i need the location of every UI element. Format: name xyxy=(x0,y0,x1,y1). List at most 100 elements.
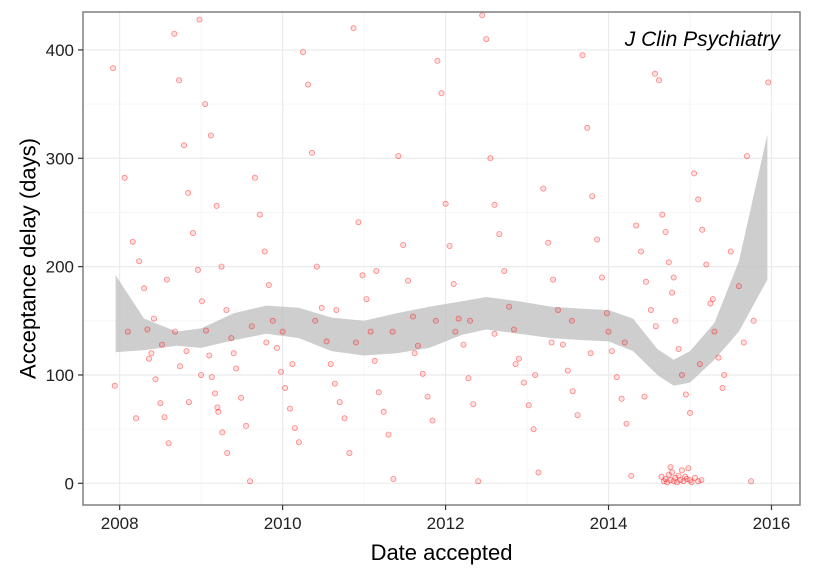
scatter-point xyxy=(670,478,677,485)
scatter-point xyxy=(385,431,392,438)
x-tick-label: 2012 xyxy=(427,514,465,533)
scatter-point xyxy=(405,277,412,284)
scatter-point xyxy=(318,304,325,311)
scatter-point xyxy=(414,342,421,349)
scatter-point xyxy=(150,315,157,322)
scatter-point xyxy=(613,374,620,381)
scatter-point xyxy=(667,477,674,484)
scatter-point xyxy=(750,317,757,324)
scatter-point xyxy=(327,361,334,368)
scatter-point xyxy=(380,408,387,415)
scatter-point xyxy=(662,475,669,482)
scatter-point xyxy=(373,267,380,274)
panel-border xyxy=(82,11,801,506)
y-tick-label: 300 xyxy=(46,149,74,168)
scatter-point xyxy=(683,475,690,482)
scatter-point xyxy=(665,259,672,266)
scatter-point xyxy=(256,211,263,218)
loess-confidence-ribbon xyxy=(115,134,768,386)
scatter-point xyxy=(390,475,397,482)
scatter-point xyxy=(132,415,139,422)
scatter-point xyxy=(707,300,714,307)
scatter-point xyxy=(218,263,225,270)
scatter-point xyxy=(483,36,490,43)
scatter-point xyxy=(687,409,694,416)
scatter-point xyxy=(295,439,302,446)
scatter-point xyxy=(579,52,586,59)
scatter-point xyxy=(678,371,685,378)
scatter-point xyxy=(589,193,596,200)
scatter-point xyxy=(698,477,705,484)
x-tick-label: 2010 xyxy=(264,514,302,533)
scatter-point xyxy=(711,328,718,335)
scatter-point xyxy=(721,371,728,378)
scatter-point xyxy=(424,393,431,400)
scatter-point xyxy=(194,266,201,273)
scatter-point xyxy=(224,449,231,456)
scatter-point xyxy=(277,368,284,375)
scatter-point xyxy=(207,132,214,139)
scatter-point xyxy=(574,412,581,419)
scatter-point xyxy=(559,341,566,348)
scatter-point xyxy=(455,315,462,322)
scatter-point xyxy=(545,239,552,246)
scatter-point xyxy=(662,228,669,235)
x-tick-label: 2008 xyxy=(101,514,139,533)
scatter-point xyxy=(628,472,635,479)
scatter-point xyxy=(341,415,348,422)
scatter-point xyxy=(110,65,117,72)
scatter-point xyxy=(532,371,539,378)
scatter-point xyxy=(735,283,742,290)
scatter-point xyxy=(121,174,128,181)
scatter-point xyxy=(475,478,482,485)
scatter-point xyxy=(665,471,672,478)
scatter-point xyxy=(111,382,118,389)
scatter-point xyxy=(165,440,172,447)
scatter-point xyxy=(308,149,315,156)
scatter-point xyxy=(496,231,503,238)
scatter-point xyxy=(564,367,571,374)
scatter-point xyxy=(548,339,555,346)
scatter-point xyxy=(323,338,330,345)
scatter-point xyxy=(674,479,681,486)
scatter-point xyxy=(202,327,209,334)
scatter-point xyxy=(375,389,382,396)
scatter-point xyxy=(172,328,179,335)
scatter-point xyxy=(312,317,319,324)
scatter-point xyxy=(299,49,306,56)
scatter-point xyxy=(198,298,205,305)
scatter-point xyxy=(395,153,402,160)
scatter-point xyxy=(206,352,213,359)
scatter-point xyxy=(670,274,677,281)
scatter-point xyxy=(282,384,289,391)
scatter-point xyxy=(176,363,183,370)
scatter-point xyxy=(238,394,245,401)
scatter-point xyxy=(223,306,230,313)
scatter-point xyxy=(658,473,665,480)
scatter-point xyxy=(336,399,343,406)
scatter-point xyxy=(355,219,362,226)
scatter-point xyxy=(669,289,676,296)
scatter-point xyxy=(695,478,702,485)
scatter-point xyxy=(248,323,255,330)
scatter-point xyxy=(333,306,340,313)
scatter-point xyxy=(605,328,612,335)
scatter-point xyxy=(569,388,576,395)
scatter-point xyxy=(291,425,298,432)
scatter-point xyxy=(748,478,755,485)
scatter-point xyxy=(434,57,441,64)
smooth-confidence-band xyxy=(115,134,768,386)
scatter-point xyxy=(506,303,513,310)
scatter-point xyxy=(400,241,407,248)
scatter-point xyxy=(157,400,164,407)
scatter-point xyxy=(152,376,159,383)
scatter-point xyxy=(641,393,648,400)
y-tick-label: 0 xyxy=(65,474,74,493)
scatter-point xyxy=(161,414,168,421)
scatter-point xyxy=(675,345,682,352)
scatter-point xyxy=(450,280,457,287)
scatter-point xyxy=(189,229,196,236)
scatter-point xyxy=(185,189,192,196)
